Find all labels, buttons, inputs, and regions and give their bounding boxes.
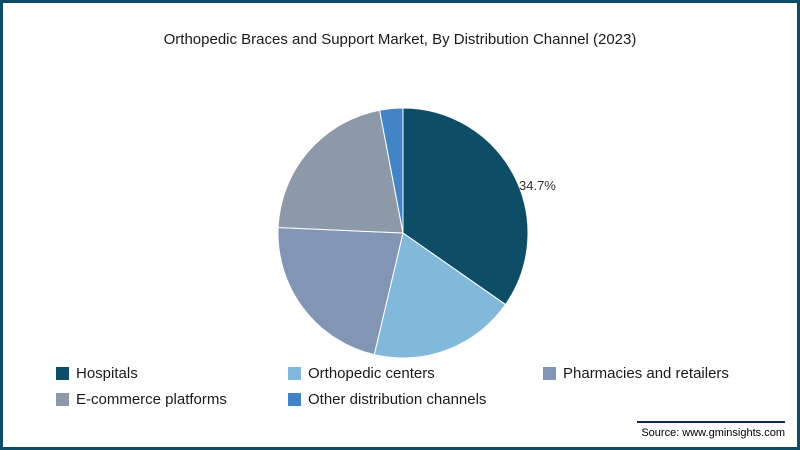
legend-swatch-e-commerce-platforms	[56, 393, 69, 406]
legend-label-pharmacies-and-retailers: Pharmacies and retailers	[563, 365, 729, 382]
legend-label-hospitals: Hospitals	[76, 365, 138, 382]
legend-item-other-distribution-channels: Other distribution channels	[288, 391, 543, 408]
legend-label-other-distribution-channels: Other distribution channels	[308, 391, 487, 408]
legend-swatch-orthopedic-centers	[288, 367, 301, 380]
legend-swatch-hospitals	[56, 367, 69, 380]
legend-item-pharmacies-and-retailers: Pharmacies and retailers	[543, 365, 729, 382]
pie-slice-other-distribution-channels	[378, 107, 404, 234]
legend-item-hospitals: Hospitals	[56, 365, 288, 382]
pie-slice-pharmacies-and-retailers	[277, 226, 404, 356]
pie-slice-e-commerce-platforms	[277, 109, 404, 234]
legend-label-e-commerce-platforms: E-commerce platforms	[76, 391, 227, 408]
pie-slice-orthopedic-centers	[373, 232, 507, 359]
pie-slice-hospitals	[402, 107, 529, 306]
legend-item-orthopedic-centers: Orthopedic centers	[288, 365, 543, 382]
source-divider-line	[637, 421, 785, 423]
pie-chart	[273, 103, 533, 363]
legend-swatch-pharmacies-and-retailers	[543, 367, 556, 380]
source-text: Source: www.gminsights.com	[641, 427, 785, 439]
legend-label-orthopedic-centers: Orthopedic centers	[308, 365, 435, 382]
legend-swatch-other-distribution-channels	[288, 393, 301, 406]
chart-legend: Hospitals Orthopedic centers Pharmacies …	[56, 365, 729, 408]
source-attribution: Source: www.gminsights.com	[637, 421, 785, 439]
pie-chart-svg	[277, 107, 529, 359]
pie-data-label-hospitals: 34.7%	[519, 178, 556, 193]
legend-item-e-commerce-platforms: E-commerce platforms	[56, 391, 288, 408]
chart-title: Orthopedic Braces and Support Market, By…	[163, 31, 637, 48]
